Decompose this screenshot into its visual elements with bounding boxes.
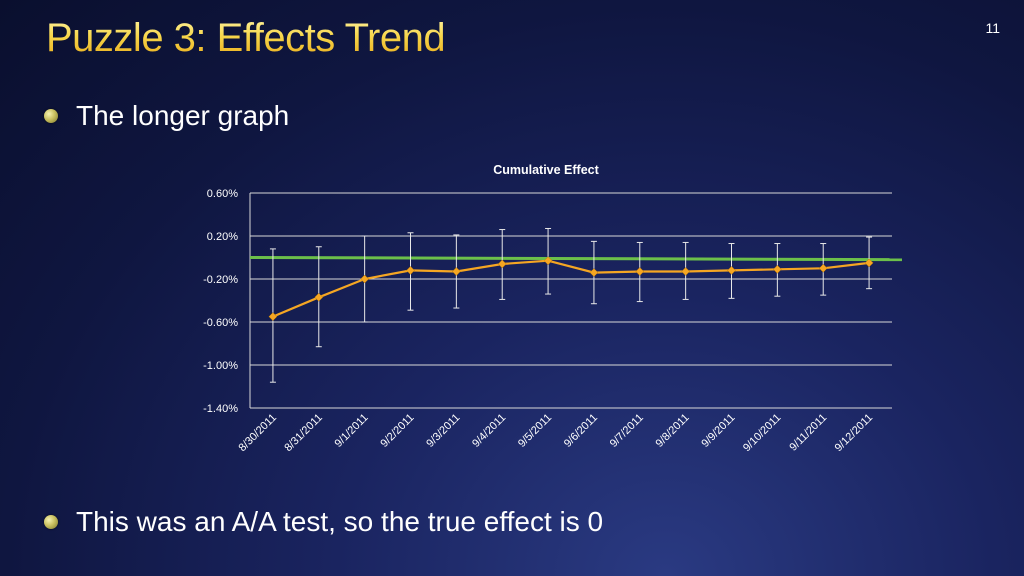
x-tick-label: 9/1/2011	[333, 412, 371, 450]
data-point	[314, 292, 324, 302]
x-tick-label: 9/8/2011	[654, 412, 692, 450]
x-tick-label: 9/2/2011	[378, 412, 416, 450]
bullet-item: The longer graph	[44, 100, 289, 132]
bullet-text: The longer graph	[76, 100, 290, 131]
x-tick-label: 9/7/2011	[608, 412, 646, 450]
slide-title: Puzzle 3: Effects Trend	[46, 16, 446, 60]
data-point	[635, 267, 645, 276]
y-tick-label: -0.20%	[203, 274, 238, 286]
x-tick-label: 9/4/2011	[470, 412, 508, 450]
data-point	[268, 312, 278, 321]
data-point	[497, 259, 507, 269]
slide-number: 11	[985, 20, 1000, 36]
x-tick-label: 9/6/2011	[562, 412, 600, 450]
x-tick-label: 9/3/2011	[424, 412, 462, 450]
bullet-icon	[44, 515, 58, 529]
x-tick-label: 9/10/2011	[741, 412, 784, 455]
data-point	[864, 258, 874, 268]
y-tick-label: 0.20%	[207, 231, 238, 243]
zero-reference-line	[249, 256, 903, 262]
x-tick-label: 9/5/2011	[516, 412, 554, 450]
bullet-item: This was an A/A test, so the true effect…	[44, 506, 603, 538]
x-tick-label: 8/31/2011	[282, 412, 325, 455]
y-tick-label: -1.00%	[203, 360, 238, 372]
y-tick-label: -0.60%	[203, 317, 238, 329]
series-line	[272, 259, 870, 318]
data-point	[727, 266, 736, 275]
data-point	[452, 267, 461, 276]
data-point	[406, 266, 415, 275]
data-point	[360, 274, 369, 284]
x-tick-label: 9/12/2011	[833, 412, 876, 455]
x-tick-label: 9/9/2011	[699, 412, 737, 450]
y-tick-label: -1.40%	[203, 403, 238, 415]
x-tick-label: 9/11/2011	[787, 412, 829, 454]
x-tick-label: 8/30/2011	[237, 412, 280, 455]
cumulative-effect-chart: Cumulative Effect 0.60% 0.20% -0.20% -0.60%…	[203, 163, 903, 455]
bullet-icon	[44, 109, 58, 123]
data-point	[543, 256, 553, 266]
data-point	[773, 264, 782, 274]
bullet-text: This was an A/A test, so the true effect…	[76, 506, 604, 537]
chart-title: Cumulative Effect	[493, 163, 599, 177]
data-point	[589, 268, 599, 277]
y-tick-label: 0.60%	[207, 188, 238, 200]
data-point	[681, 267, 690, 276]
data-point	[818, 263, 828, 273]
